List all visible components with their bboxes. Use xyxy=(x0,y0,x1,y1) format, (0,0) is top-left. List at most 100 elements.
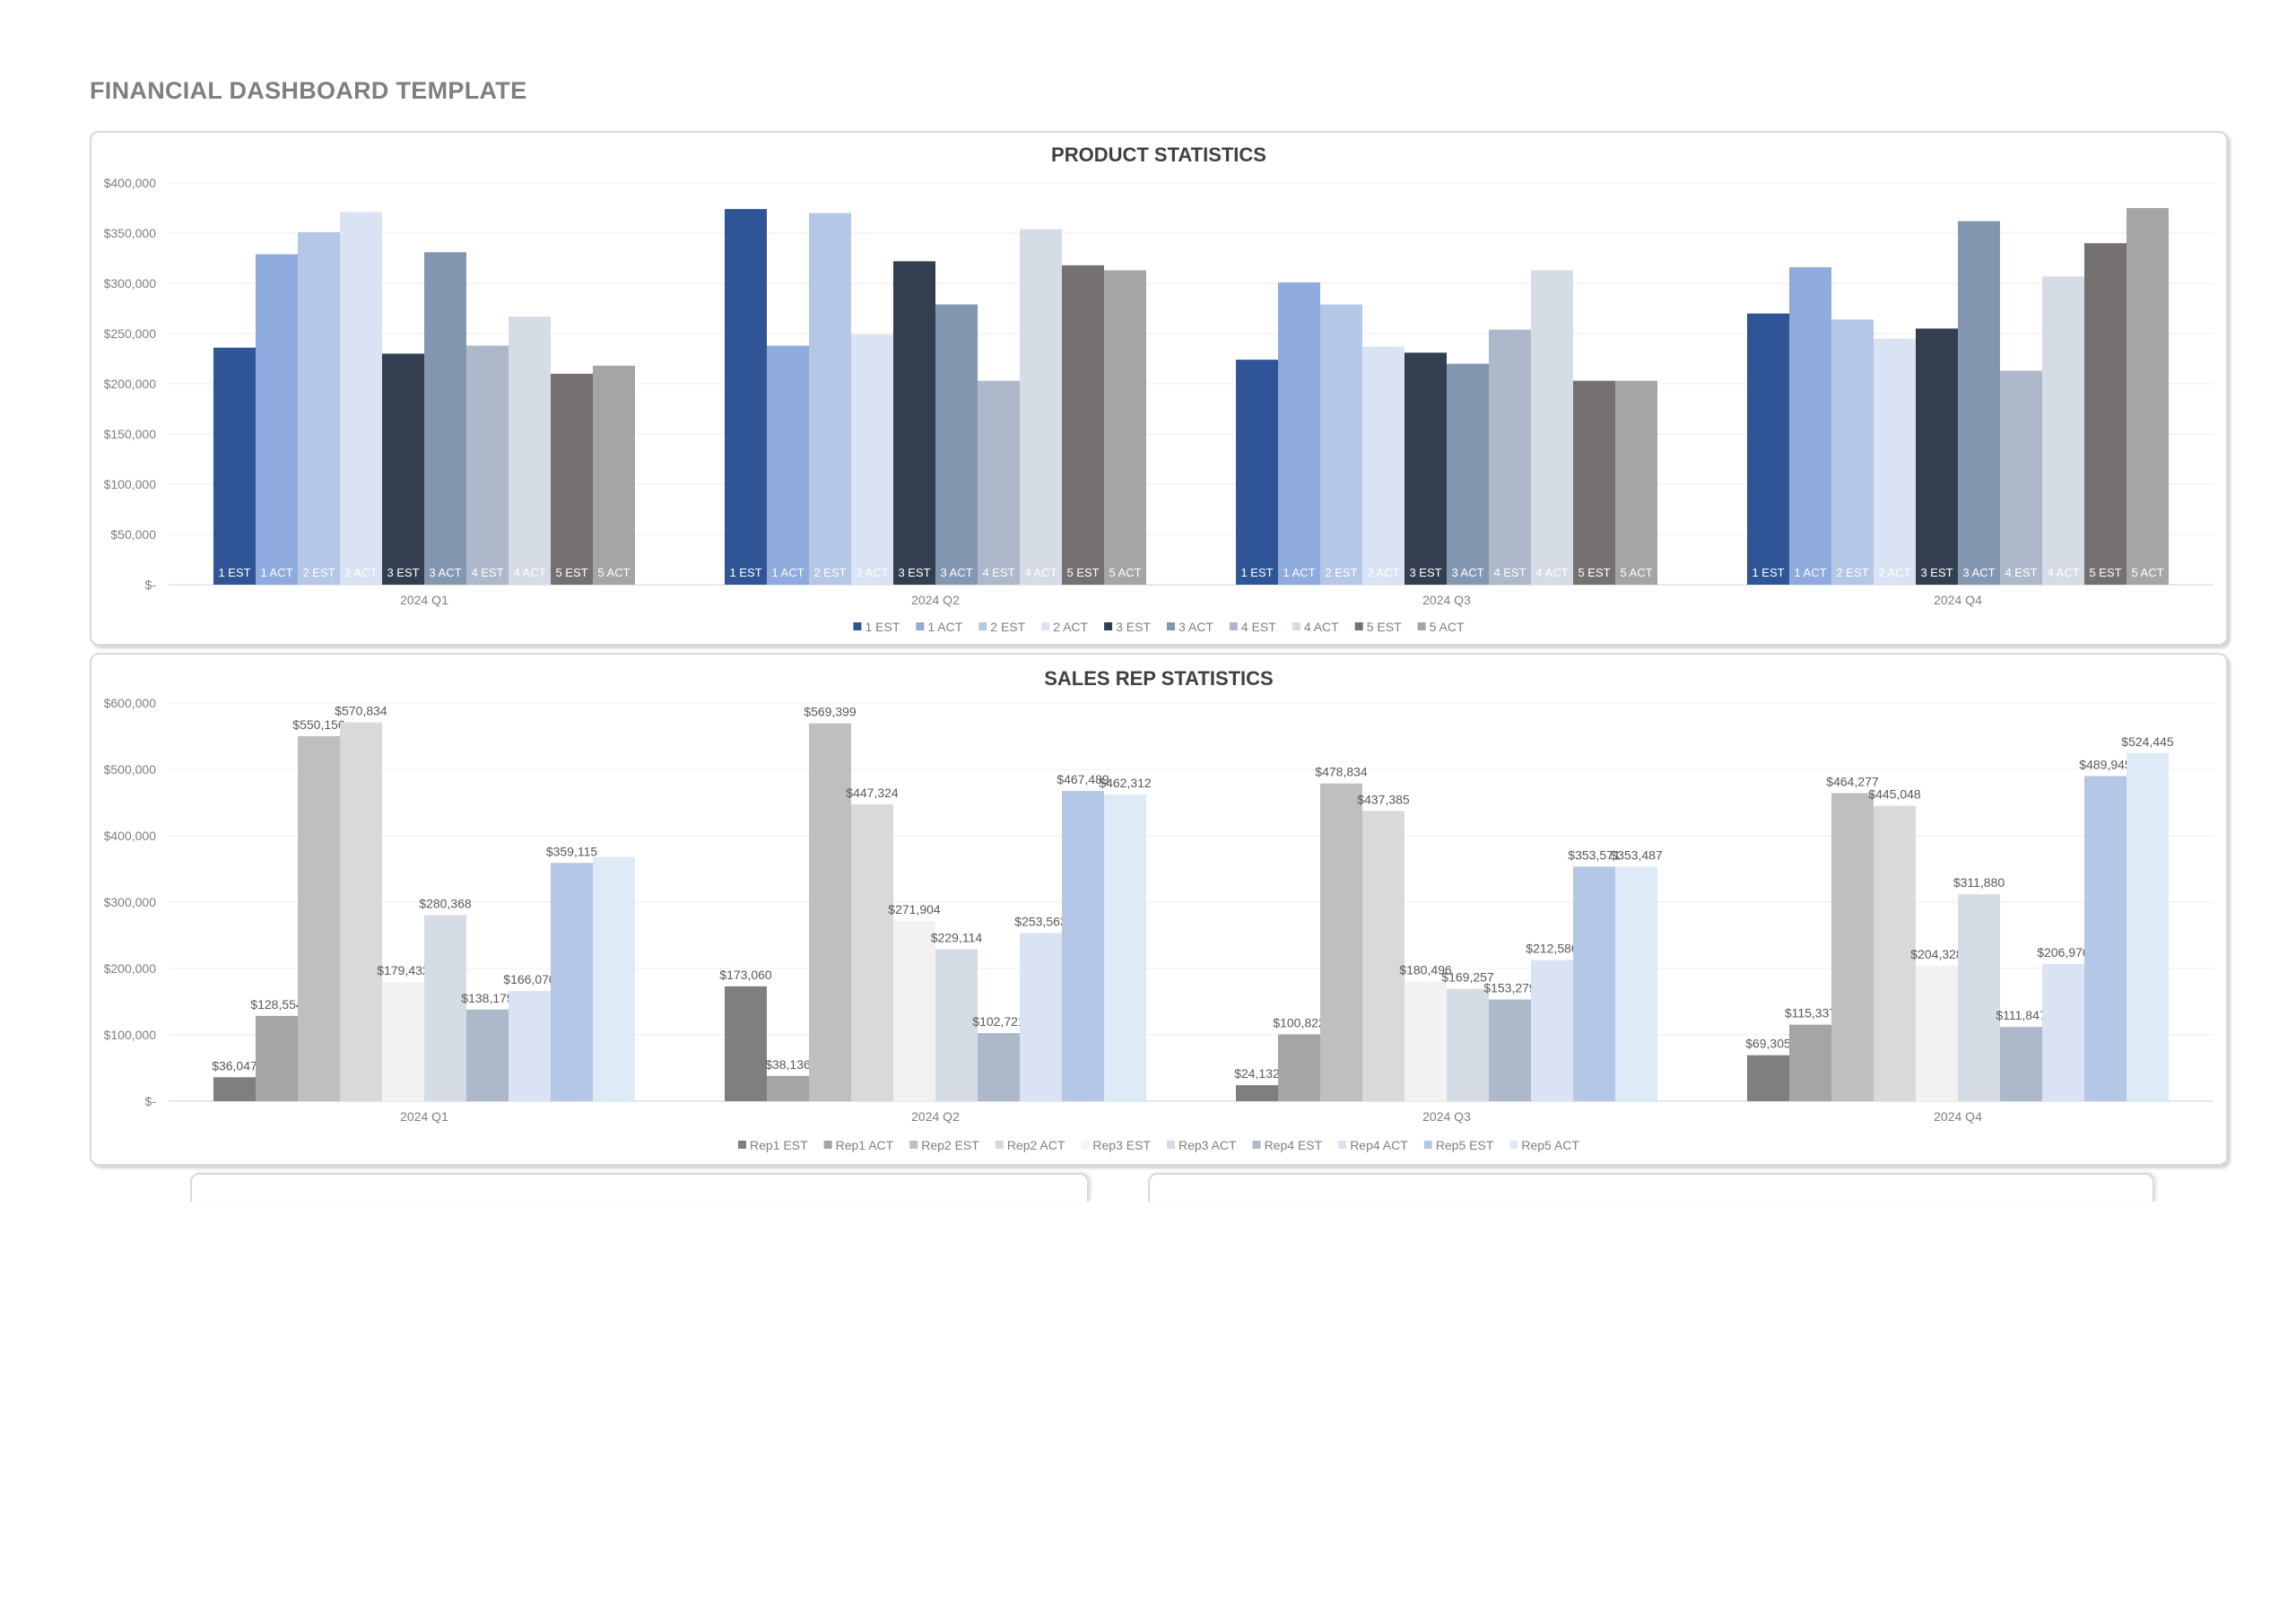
legend-item: Rep3 ACT xyxy=(1167,1138,1237,1152)
bar xyxy=(1789,267,1831,585)
bar xyxy=(1573,380,1615,585)
bar xyxy=(466,1009,509,1101)
legend-swatch xyxy=(1104,622,1113,630)
data-label: $280,368 xyxy=(419,897,472,911)
bar xyxy=(1362,346,1405,585)
legend-item: Rep1 ACT xyxy=(823,1138,894,1152)
bar xyxy=(424,915,466,1101)
data-label: $111,847 xyxy=(1996,1008,2047,1022)
data-label: $489,945 xyxy=(2079,757,2132,771)
bar-label: 5 EST xyxy=(2089,566,2121,579)
data-label: $437,385 xyxy=(1357,792,1410,806)
legend-swatch xyxy=(1167,622,1175,630)
bar-label: 4 EST xyxy=(471,566,503,579)
bar xyxy=(213,347,256,585)
data-label: $271,904 xyxy=(888,902,941,916)
bar xyxy=(1531,960,1573,1101)
legend-label: 3 EST xyxy=(1116,620,1151,634)
bar xyxy=(1958,894,2000,1101)
bar-label: 2 ACT xyxy=(344,566,377,579)
data-label: $569,399 xyxy=(804,705,857,719)
bar-label: 1 ACT xyxy=(1794,566,1826,579)
product-statistics-chart: $- $50,000 $100,000 $150,000 $200,000 $250,00… xyxy=(104,176,2213,634)
data-label: $36,047 xyxy=(212,1058,257,1073)
bar xyxy=(1236,1085,1278,1101)
bar xyxy=(382,353,424,585)
bar xyxy=(1573,866,1615,1101)
legend-swatch xyxy=(738,1141,747,1149)
bar xyxy=(725,209,767,585)
bar xyxy=(1874,805,1916,1101)
bar xyxy=(851,334,893,585)
x-tick-label: 2024 Q3 xyxy=(1422,1109,1471,1124)
bar xyxy=(382,982,424,1101)
y-tick-label: $200,000 xyxy=(104,961,157,976)
data-label: $478,834 xyxy=(1315,765,1368,779)
bar xyxy=(593,856,635,1101)
bar xyxy=(340,722,382,1101)
bar xyxy=(978,1032,1020,1101)
data-label: $180,496 xyxy=(1399,962,1452,977)
bar xyxy=(1615,380,1657,585)
legend-swatch xyxy=(978,622,987,630)
bar xyxy=(1447,363,1489,585)
bar xyxy=(809,723,851,1101)
bar xyxy=(1236,360,1278,585)
legend-item: Rep2 EST xyxy=(909,1138,979,1152)
legend-swatch xyxy=(1167,1141,1175,1149)
bar xyxy=(2000,1027,2042,1101)
bar-label: 4 ACT xyxy=(1535,566,1568,579)
bar-label: 1 ACT xyxy=(260,566,292,579)
data-label: $115,337 xyxy=(1785,1006,1837,1020)
legend-item: 2 EST xyxy=(978,620,1026,634)
y-tick-label: $500,000 xyxy=(104,762,157,777)
bar xyxy=(1489,999,1531,1101)
legend-item: 3 EST xyxy=(1104,620,1151,634)
data-label: $462,312 xyxy=(1099,776,1152,790)
chart-title: PRODUCT STATISTICS xyxy=(1051,143,1266,166)
bar-label: 5 EST xyxy=(1066,566,1099,579)
bar xyxy=(1278,1034,1320,1101)
y-tick-label: $- xyxy=(145,578,157,592)
y-tick-label: $- xyxy=(145,1094,157,1108)
bar xyxy=(2042,963,2084,1101)
legend-label: Rep3 EST xyxy=(1092,1138,1151,1152)
bar-label: 4 EST xyxy=(982,566,1014,579)
x-tick-label: 2024 Q4 xyxy=(1934,593,1982,607)
y-tick-label: $600,000 xyxy=(104,696,157,710)
bar xyxy=(1531,270,1573,585)
legend-item: Rep4 ACT xyxy=(1338,1138,1408,1152)
bar xyxy=(466,345,509,585)
bar-label: 2 EST xyxy=(1325,566,1357,579)
bar-label: 2 ACT xyxy=(1367,566,1399,579)
bar xyxy=(340,212,382,585)
legend-label: Rep5 EST xyxy=(1436,1138,1494,1152)
bar xyxy=(424,252,466,585)
sales-rep-statistics-panel: SALES REP STATISTICS $- $100,000 $200,000 $… xyxy=(90,653,2228,1166)
bar-label: 1 EST xyxy=(1240,566,1273,579)
data-label: $102,721 xyxy=(972,1014,1025,1029)
y-tick-label: $150,000 xyxy=(104,427,157,441)
legend-label: Rep4 EST xyxy=(1265,1138,1323,1152)
data-label: $570,834 xyxy=(335,704,387,718)
data-label: $206,970 xyxy=(2037,945,2090,960)
data-label: $212,586 xyxy=(1526,942,1578,956)
data-label: $447,324 xyxy=(846,786,899,800)
x-tick-label: 2024 Q2 xyxy=(911,1109,960,1124)
bar xyxy=(509,316,551,585)
y-tick-label: $400,000 xyxy=(104,829,157,843)
bar-label: 1 ACT xyxy=(771,566,804,579)
legend-item: Rep5 EST xyxy=(1423,1138,1494,1152)
bar xyxy=(1062,265,1104,585)
bar-label: 5 ACT xyxy=(597,566,630,579)
page-title: FINANCIAL DASHBOARD TEMPLATE xyxy=(90,77,527,104)
bar xyxy=(256,1015,298,1101)
legend: Rep1 EST Rep1 ACT Rep2 EST Rep2 ACT Rep3 EST… xyxy=(738,1138,1579,1152)
bar xyxy=(893,261,935,585)
y-tick-label: $300,000 xyxy=(104,276,157,291)
y-tick-label: $400,000 xyxy=(104,176,157,190)
legend-item: Rep2 ACT xyxy=(995,1138,1065,1152)
legend: 1 EST 1 ACT 2 EST 2 ACT 3 EST 3 ACT 4 EST 4 ACT… xyxy=(853,620,1465,634)
bar-label: 2 ACT xyxy=(856,566,888,579)
bar-label: 3 ACT xyxy=(940,566,972,579)
